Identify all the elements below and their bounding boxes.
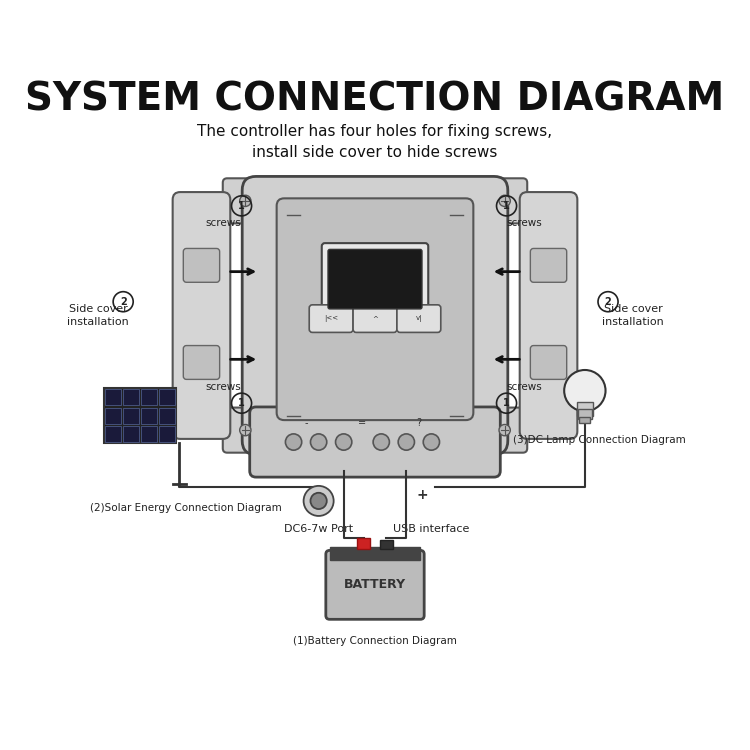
Text: screws: screws: [506, 218, 542, 229]
Bar: [159, 426, 175, 442]
Bar: [123, 426, 139, 442]
FancyBboxPatch shape: [326, 550, 424, 620]
Bar: [141, 389, 157, 405]
Circle shape: [423, 434, 439, 450]
FancyBboxPatch shape: [183, 248, 220, 282]
FancyBboxPatch shape: [530, 346, 567, 380]
Bar: [329, 547, 421, 560]
Bar: [123, 408, 139, 424]
FancyBboxPatch shape: [328, 250, 422, 309]
Circle shape: [335, 434, 352, 450]
Text: 1: 1: [238, 201, 245, 211]
Bar: [578, 410, 592, 419]
Text: 1: 1: [503, 398, 510, 408]
Text: (3)DC Lamp Connection Diagram: (3)DC Lamp Connection Diagram: [513, 434, 686, 445]
Circle shape: [499, 424, 510, 436]
Bar: [123, 389, 139, 405]
Bar: [141, 426, 157, 442]
Text: screws: screws: [206, 382, 242, 392]
FancyBboxPatch shape: [322, 243, 428, 315]
Text: SYSTEM CONNECTION DIAGRAM: SYSTEM CONNECTION DIAGRAM: [26, 80, 724, 118]
Circle shape: [240, 424, 251, 436]
FancyBboxPatch shape: [482, 407, 527, 453]
FancyBboxPatch shape: [183, 346, 220, 380]
Circle shape: [564, 370, 605, 411]
FancyBboxPatch shape: [530, 248, 567, 282]
Circle shape: [310, 493, 327, 509]
Bar: [105, 426, 121, 442]
Text: =: =: [358, 419, 367, 428]
Text: DC6-7w Port: DC6-7w Port: [284, 524, 353, 534]
Circle shape: [398, 434, 415, 450]
Circle shape: [373, 434, 389, 450]
Text: +: +: [416, 488, 428, 502]
Circle shape: [286, 434, 302, 450]
FancyBboxPatch shape: [223, 178, 268, 224]
Circle shape: [240, 195, 251, 206]
FancyBboxPatch shape: [250, 407, 500, 477]
Bar: [105, 408, 121, 424]
Text: 2: 2: [604, 297, 611, 307]
Text: (1)Battery Connection Diagram: (1)Battery Connection Diagram: [293, 635, 457, 646]
Bar: [577, 402, 593, 416]
FancyBboxPatch shape: [520, 192, 578, 439]
FancyBboxPatch shape: [353, 304, 397, 332]
Text: Side cover
installation: Side cover installation: [68, 304, 129, 327]
FancyBboxPatch shape: [482, 178, 527, 224]
Text: v|: v|: [416, 315, 422, 322]
Text: ?: ?: [416, 419, 422, 428]
FancyBboxPatch shape: [277, 198, 473, 420]
Bar: [358, 538, 370, 549]
FancyBboxPatch shape: [309, 304, 353, 332]
Bar: [141, 408, 157, 424]
Circle shape: [304, 486, 334, 516]
Bar: [104, 388, 176, 443]
Text: |<<: |<<: [324, 315, 338, 322]
Text: (2)Solar Energy Connection Diagram: (2)Solar Energy Connection Diagram: [90, 503, 282, 513]
Text: 1: 1: [503, 201, 510, 211]
Text: 1: 1: [238, 398, 245, 408]
Bar: [579, 417, 590, 423]
Text: ^: ^: [372, 316, 378, 322]
Text: BATTERY: BATTERY: [344, 578, 406, 591]
Bar: [380, 540, 392, 549]
FancyBboxPatch shape: [397, 304, 441, 332]
FancyBboxPatch shape: [223, 407, 268, 453]
Bar: [159, 389, 175, 405]
Bar: [159, 408, 175, 424]
Text: screws: screws: [206, 218, 242, 229]
Text: The controller has four holes for fixing screws,
install side cover to hide scre: The controller has four holes for fixing…: [197, 124, 553, 160]
FancyBboxPatch shape: [172, 192, 230, 439]
Circle shape: [310, 434, 327, 450]
Text: -: -: [304, 419, 307, 428]
Text: screws: screws: [506, 382, 542, 392]
Text: Side cover
installation: Side cover installation: [602, 304, 664, 327]
Text: USB interface: USB interface: [393, 524, 470, 534]
Circle shape: [499, 195, 510, 206]
Text: 2: 2: [120, 297, 127, 307]
Bar: [105, 389, 121, 405]
FancyBboxPatch shape: [242, 176, 508, 454]
